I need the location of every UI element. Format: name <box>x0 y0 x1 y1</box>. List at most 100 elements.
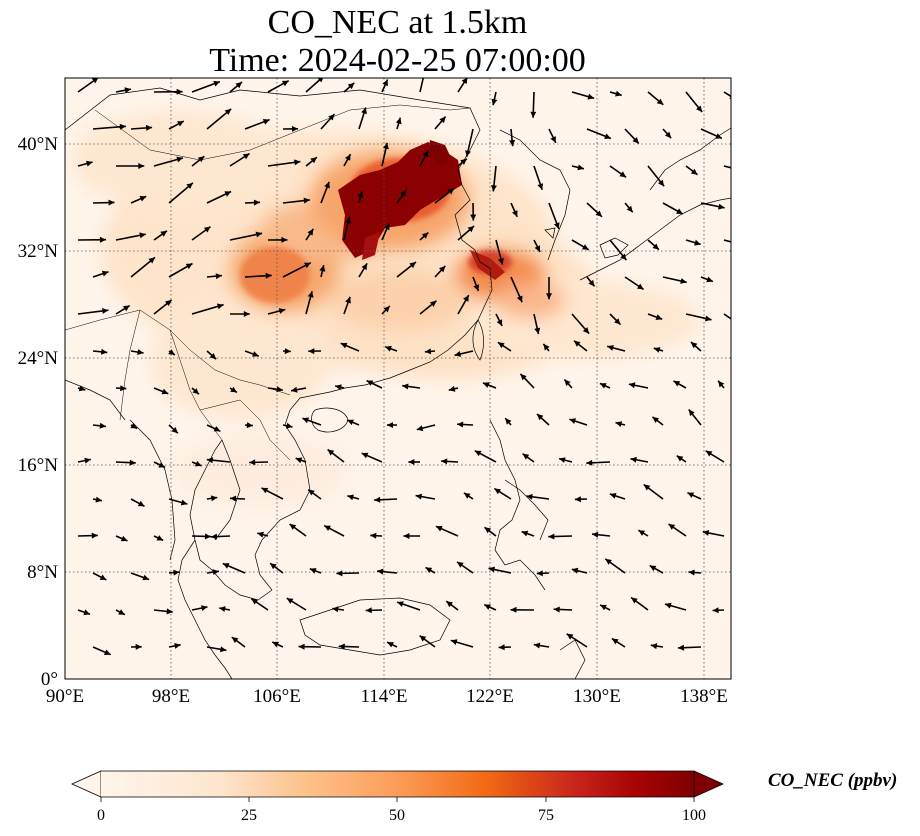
wind-arrow-head <box>424 348 432 355</box>
colorbar-tick-label: 0 <box>97 807 105 824</box>
wind-arrow-head <box>512 210 518 217</box>
wind-vectors <box>77 69 731 656</box>
wind-arrow-head <box>632 137 639 144</box>
wind-arrow-head <box>336 570 343 577</box>
wind-arrow-head <box>484 604 491 610</box>
wind-arrow-head <box>600 604 607 611</box>
wind-arrow-head <box>278 308 286 314</box>
wind-arrow-head <box>289 524 297 530</box>
wind-arrow-head <box>460 158 467 165</box>
wind-arrow-head <box>650 643 658 650</box>
colorbar-min-extend <box>71 770 102 798</box>
wind-arrow-head <box>307 291 314 298</box>
wind-arrow-head <box>491 185 497 192</box>
wind-arrow-head <box>282 80 289 87</box>
wind-arrow-head <box>212 569 219 575</box>
x-tick-label: 122°E <box>466 686 514 707</box>
wind-arrow-head <box>197 156 205 163</box>
wind-arrow-head <box>534 245 540 252</box>
wind-arrow-head <box>210 495 218 502</box>
wind-arrow-head <box>461 78 468 84</box>
wind-arrow-head <box>286 598 294 604</box>
wind-arrow-head <box>294 159 301 166</box>
wind-arrow-head <box>347 82 355 90</box>
wind-arrow-head <box>536 570 543 577</box>
wind-arrow-head <box>643 484 651 491</box>
wind-arrow-head <box>365 607 372 614</box>
wind-arrow-head <box>676 455 684 462</box>
wind-arrow-head <box>308 348 315 355</box>
wind-arrow-head <box>520 373 527 381</box>
wind-arrow-head <box>533 642 541 649</box>
wind-arrow-head <box>607 345 614 351</box>
wind-arrow-head <box>387 642 394 648</box>
wind-arrow-head <box>230 386 237 393</box>
wind-arrow-head <box>715 133 722 139</box>
wind-arrow-head <box>382 79 388 87</box>
wind-arrow-head <box>246 422 253 429</box>
wind-arrow-head <box>690 168 698 175</box>
wind-arrow-head <box>124 87 131 94</box>
coastlines <box>65 87 731 679</box>
y-tick-label: 32°N <box>18 241 59 262</box>
wind-arrow-head <box>448 385 456 392</box>
wind-arrow-head <box>383 142 389 150</box>
wind-arrow-head <box>253 199 260 206</box>
wind-arrow-head <box>201 605 208 611</box>
wind-arrow-head <box>262 119 270 125</box>
wind-arrow-head <box>307 228 314 236</box>
wind-arrow-head <box>243 311 250 317</box>
wind-arrow-head <box>99 574 107 580</box>
wind-arrow-head <box>171 427 178 434</box>
wind-arrow-head <box>553 606 560 613</box>
colorbar: 0 25 50 75 100 <box>71 770 724 824</box>
wind-arrow-head <box>664 131 672 139</box>
wind-arrow-head <box>450 639 458 645</box>
wind-arrow-head <box>357 191 364 198</box>
wind-arrow-head <box>534 327 541 335</box>
wind-arrow-head <box>319 265 326 272</box>
wind-arrow-head <box>284 348 291 355</box>
wind-arrow-head <box>588 279 595 287</box>
wind-arrow-head <box>161 388 169 395</box>
wind-arrow-head <box>473 284 479 291</box>
wind-arrow-head <box>286 422 293 429</box>
wind-arrow-head <box>173 569 180 576</box>
colorbar-tick-label: 100 <box>682 807 706 824</box>
wind-arrow-head <box>665 602 672 609</box>
wind-arrow-head <box>631 597 638 604</box>
wind-arrow-head <box>429 300 437 307</box>
wind-arrow-head <box>482 382 490 388</box>
wind-arrow-head <box>235 82 242 89</box>
wind-arrow-head <box>158 462 166 468</box>
wind-arrow-head <box>653 347 661 353</box>
wind-arrow-head <box>102 308 109 314</box>
wind-arrow-head <box>361 263 368 271</box>
wind-arrow-head <box>156 535 164 541</box>
wind-arrow-head <box>84 457 91 464</box>
wind-arrow-head <box>705 450 713 457</box>
wind-arrow-head <box>206 457 214 464</box>
x-tick-label: 90°E <box>46 686 84 707</box>
y-tick-label: 24°N <box>18 348 59 369</box>
wind-arrow-head <box>335 384 342 391</box>
wind-arrow-head <box>104 649 111 655</box>
wind-arrow-head <box>203 226 211 233</box>
wind-arrow-head <box>421 69 427 76</box>
wind-arrow-head <box>257 531 264 538</box>
wind-arrow-head <box>176 156 183 163</box>
wind-arrow-head <box>656 98 664 105</box>
wind-arrow-head <box>180 499 188 506</box>
wind-arrow-head <box>327 449 335 456</box>
wind-arrow-head <box>139 232 146 239</box>
wind-arrow-head <box>86 160 93 167</box>
colorbar-max-extend <box>693 770 724 798</box>
wind-arrow-head <box>177 121 184 127</box>
wind-arrow-head <box>166 608 173 615</box>
wind-arrow-head <box>463 492 471 499</box>
wind-arrow-head <box>516 295 523 303</box>
wind-arrow-head <box>718 380 725 388</box>
wind-arrow-head <box>521 530 529 537</box>
wind-arrow-head <box>658 179 665 187</box>
wind-arrow-head <box>454 351 462 357</box>
